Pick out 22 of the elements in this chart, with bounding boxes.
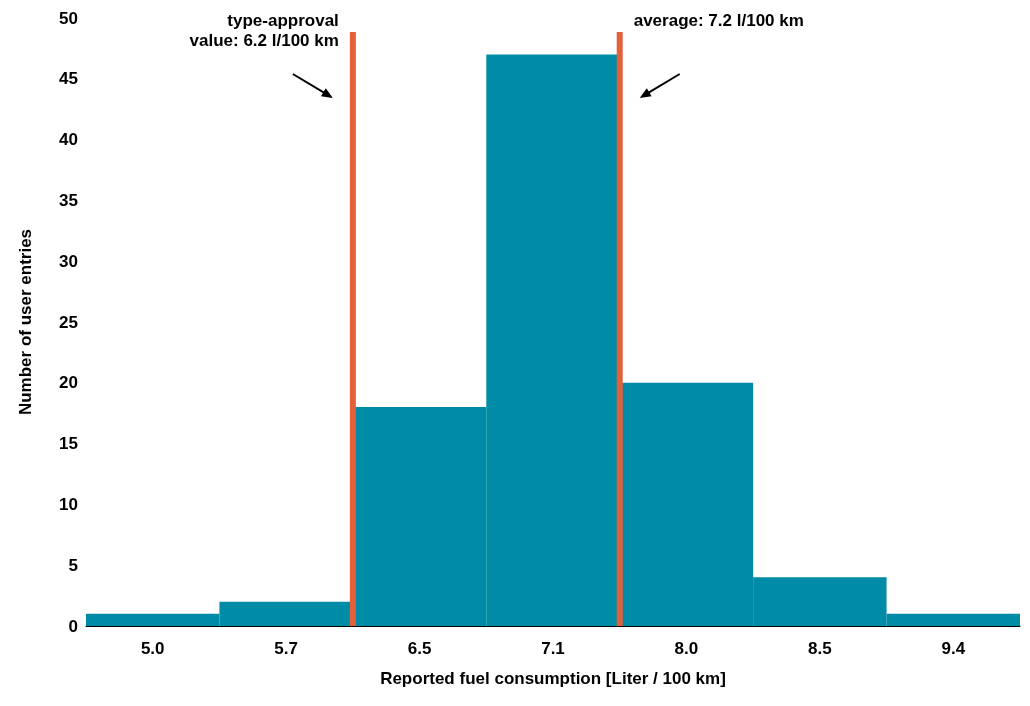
y-tick-label: 5 [68,555,78,575]
y-tick-label: 20 [59,373,78,393]
y-tick-label: 30 [59,251,78,271]
x-tick-label: 9.4 [941,639,966,658]
y-tick-label: 0 [68,616,78,636]
annotation: average: 7.2 l/100 km [633,10,804,30]
x-tick-label: 7.1 [541,639,565,658]
y-tick-label: 35 [59,190,78,210]
annotation: type-approval value: 6.2 l/100 km [189,10,339,50]
y-tick-label: 10 [59,494,78,514]
x-tick-label: 8.0 [674,639,699,658]
x-tick-label: 5.7 [274,639,298,658]
x-axis-title: Reported fuel consumption [Liter / 100 km] [380,669,726,688]
y-tick-label: 50 [59,8,78,28]
x-tick-label: 8.5 [808,639,832,658]
y-tick-label: 15 [59,434,78,454]
x-tick-label: 5.0 [140,639,165,658]
y-tick-label: 25 [59,312,78,332]
x-tick-label: 6.5 [407,639,432,658]
y-axis-title: Number of user entries [16,228,35,416]
y-tick-label: 45 [59,69,78,89]
y-tick-label: 40 [59,130,78,150]
